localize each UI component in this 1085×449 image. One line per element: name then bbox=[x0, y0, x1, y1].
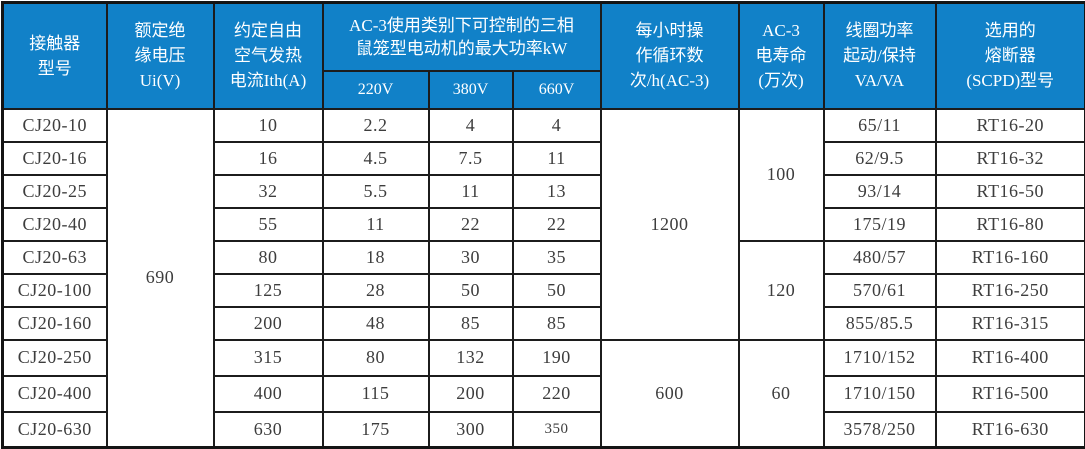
cell-cycles: 1200 bbox=[601, 109, 739, 340]
cell-power-660: 35 bbox=[513, 241, 601, 274]
cell-power-660: 350 bbox=[513, 412, 601, 448]
cell-power-660: 13 bbox=[513, 175, 601, 208]
cell-power-220: 48 bbox=[323, 307, 429, 340]
header-power-group: AC-3使用类别下可控制的三相 鼠笼型电动机的最大功率kW bbox=[323, 3, 601, 71]
cell-model: CJ20-100 bbox=[3, 274, 107, 307]
cell-power-660: 220 bbox=[513, 376, 601, 412]
cell-power-660: 4 bbox=[513, 109, 601, 142]
cell-model: CJ20-400 bbox=[3, 376, 107, 412]
cell-fuse: RT16-250 bbox=[936, 274, 1085, 307]
cell-coil-power: 570/61 bbox=[824, 274, 936, 307]
cell-power-220: 2.2 bbox=[323, 109, 429, 142]
header-coil-power: 线圈功率 起动/保持 VA/VA bbox=[824, 3, 936, 109]
cell-power-220: 28 bbox=[323, 274, 429, 307]
cell-model: CJ20-10 bbox=[3, 109, 107, 142]
cell-life: 100 bbox=[739, 109, 824, 241]
cell-fuse: RT16-50 bbox=[936, 175, 1085, 208]
cell-ith: 55 bbox=[214, 208, 323, 241]
cell-power-380: 11 bbox=[429, 175, 513, 208]
cell-model: CJ20-63 bbox=[3, 241, 107, 274]
cell-power-660: 190 bbox=[513, 340, 601, 376]
header-660v: 660V bbox=[513, 71, 601, 109]
cell-power-220: 5.5 bbox=[323, 175, 429, 208]
header-380v: 380V bbox=[429, 71, 513, 109]
cell-model: CJ20-160 bbox=[3, 307, 107, 340]
cell-ith: 16 bbox=[214, 142, 323, 175]
cell-power-220: 4.5 bbox=[323, 142, 429, 175]
cell-power-220: 175 bbox=[323, 412, 429, 448]
cell-life: 60 bbox=[739, 340, 824, 448]
cell-power-380: 85 bbox=[429, 307, 513, 340]
cell-power-380: 30 bbox=[429, 241, 513, 274]
cell-ui-voltage: 690 bbox=[107, 109, 214, 448]
cell-fuse: RT16-20 bbox=[936, 109, 1085, 142]
cell-power-380: 4 bbox=[429, 109, 513, 142]
table-row: CJ20-10 690 10 2.2 4 4 1200 100 65/11 RT… bbox=[3, 109, 1085, 142]
cell-coil-power: 175/19 bbox=[824, 208, 936, 241]
cell-model: CJ20-16 bbox=[3, 142, 107, 175]
cell-fuse: RT16-315 bbox=[936, 307, 1085, 340]
cell-coil-power: 65/11 bbox=[824, 109, 936, 142]
cell-model: CJ20-40 bbox=[3, 208, 107, 241]
cell-fuse: RT16-630 bbox=[936, 412, 1085, 448]
header-row-main: 接触器 型号 额定绝 缘电压 Ui(V) 约定自由 空气发热 电流Ith(A) … bbox=[3, 3, 1085, 71]
cell-fuse: RT16-32 bbox=[936, 142, 1085, 175]
cell-model: CJ20-630 bbox=[3, 412, 107, 448]
cell-power-660: 11 bbox=[513, 142, 601, 175]
header-model: 接触器 型号 bbox=[3, 3, 107, 109]
cell-power-220: 18 bbox=[323, 241, 429, 274]
header-fuse-model: 选用的 熔断器 (SCPD)型号 bbox=[936, 3, 1085, 109]
header-insulation-voltage: 额定绝 缘电压 Ui(V) bbox=[107, 3, 214, 109]
cell-power-380: 50 bbox=[429, 274, 513, 307]
cell-power-660: 22 bbox=[513, 208, 601, 241]
cell-ith: 630 bbox=[214, 412, 323, 448]
cell-power-660: 50 bbox=[513, 274, 601, 307]
cell-power-220: 11 bbox=[323, 208, 429, 241]
cell-coil-power: 93/14 bbox=[824, 175, 936, 208]
cell-ith: 315 bbox=[214, 340, 323, 376]
cell-ith: 125 bbox=[214, 274, 323, 307]
header-electrical-life: AC-3 电寿命 (万次) bbox=[739, 3, 824, 109]
cell-coil-power: 3578/250 bbox=[824, 412, 936, 448]
cell-power-660: 85 bbox=[513, 307, 601, 340]
cell-ith: 200 bbox=[214, 307, 323, 340]
cell-power-380: 300 bbox=[429, 412, 513, 448]
cell-ith: 400 bbox=[214, 376, 323, 412]
cell-coil-power: 480/57 bbox=[824, 241, 936, 274]
cell-ith: 80 bbox=[214, 241, 323, 274]
cell-coil-power: 62/9.5 bbox=[824, 142, 936, 175]
cell-power-220: 115 bbox=[323, 376, 429, 412]
cell-power-380: 7.5 bbox=[429, 142, 513, 175]
cell-fuse: RT16-80 bbox=[936, 208, 1085, 241]
cell-ith: 10 bbox=[214, 109, 323, 142]
cell-cycles: 600 bbox=[601, 340, 739, 448]
cell-ith: 32 bbox=[214, 175, 323, 208]
header-thermal-current: 约定自由 空气发热 电流Ith(A) bbox=[214, 3, 323, 109]
cell-power-220: 80 bbox=[323, 340, 429, 376]
cell-fuse: RT16-160 bbox=[936, 241, 1085, 274]
cell-model: CJ20-25 bbox=[3, 175, 107, 208]
cell-life: 120 bbox=[739, 241, 824, 340]
cell-coil-power: 1710/152 bbox=[824, 340, 936, 376]
cell-model: CJ20-250 bbox=[3, 340, 107, 376]
cell-fuse: RT16-500 bbox=[936, 376, 1085, 412]
header-cycles-per-hour: 每小时操 作循环数 次/h(AC-3) bbox=[601, 3, 739, 109]
cell-fuse: RT16-400 bbox=[936, 340, 1085, 376]
cell-power-380: 200 bbox=[429, 376, 513, 412]
cell-power-380: 22 bbox=[429, 208, 513, 241]
header-220v: 220V bbox=[323, 71, 429, 109]
cell-power-380: 132 bbox=[429, 340, 513, 376]
cell-coil-power: 855/85.5 bbox=[824, 307, 936, 340]
cell-coil-power: 1710/150 bbox=[824, 376, 936, 412]
